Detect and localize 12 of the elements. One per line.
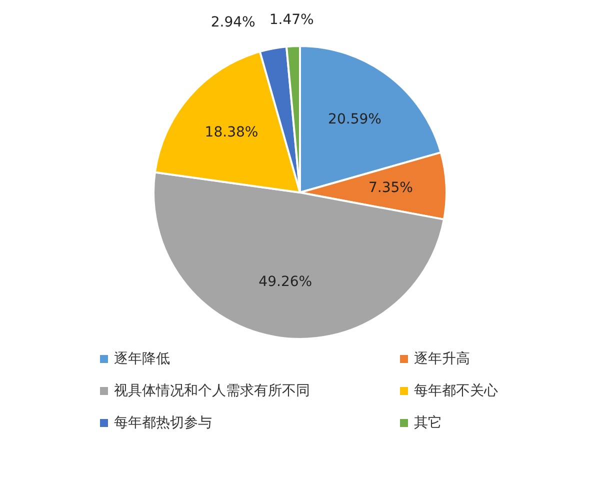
data-label: 18.38%: [204, 124, 258, 141]
data-label: 7.35%: [368, 180, 413, 196]
legend-label: 每年都不关心: [414, 382, 498, 400]
legend-label: 逐年升高: [414, 350, 470, 368]
data-label: 2.94%: [210, 14, 256, 31]
legend-label: 每年都热切参与: [114, 414, 212, 432]
legend-label: 视具体情况和个人需求有所不同: [114, 382, 310, 400]
legend-label: 其它: [414, 414, 442, 432]
legend-label: 逐年降低: [114, 350, 170, 368]
data-label: 20.59%: [328, 112, 382, 128]
data-label: 1.47%: [269, 12, 314, 28]
data-label: 49.26%: [258, 274, 312, 290]
